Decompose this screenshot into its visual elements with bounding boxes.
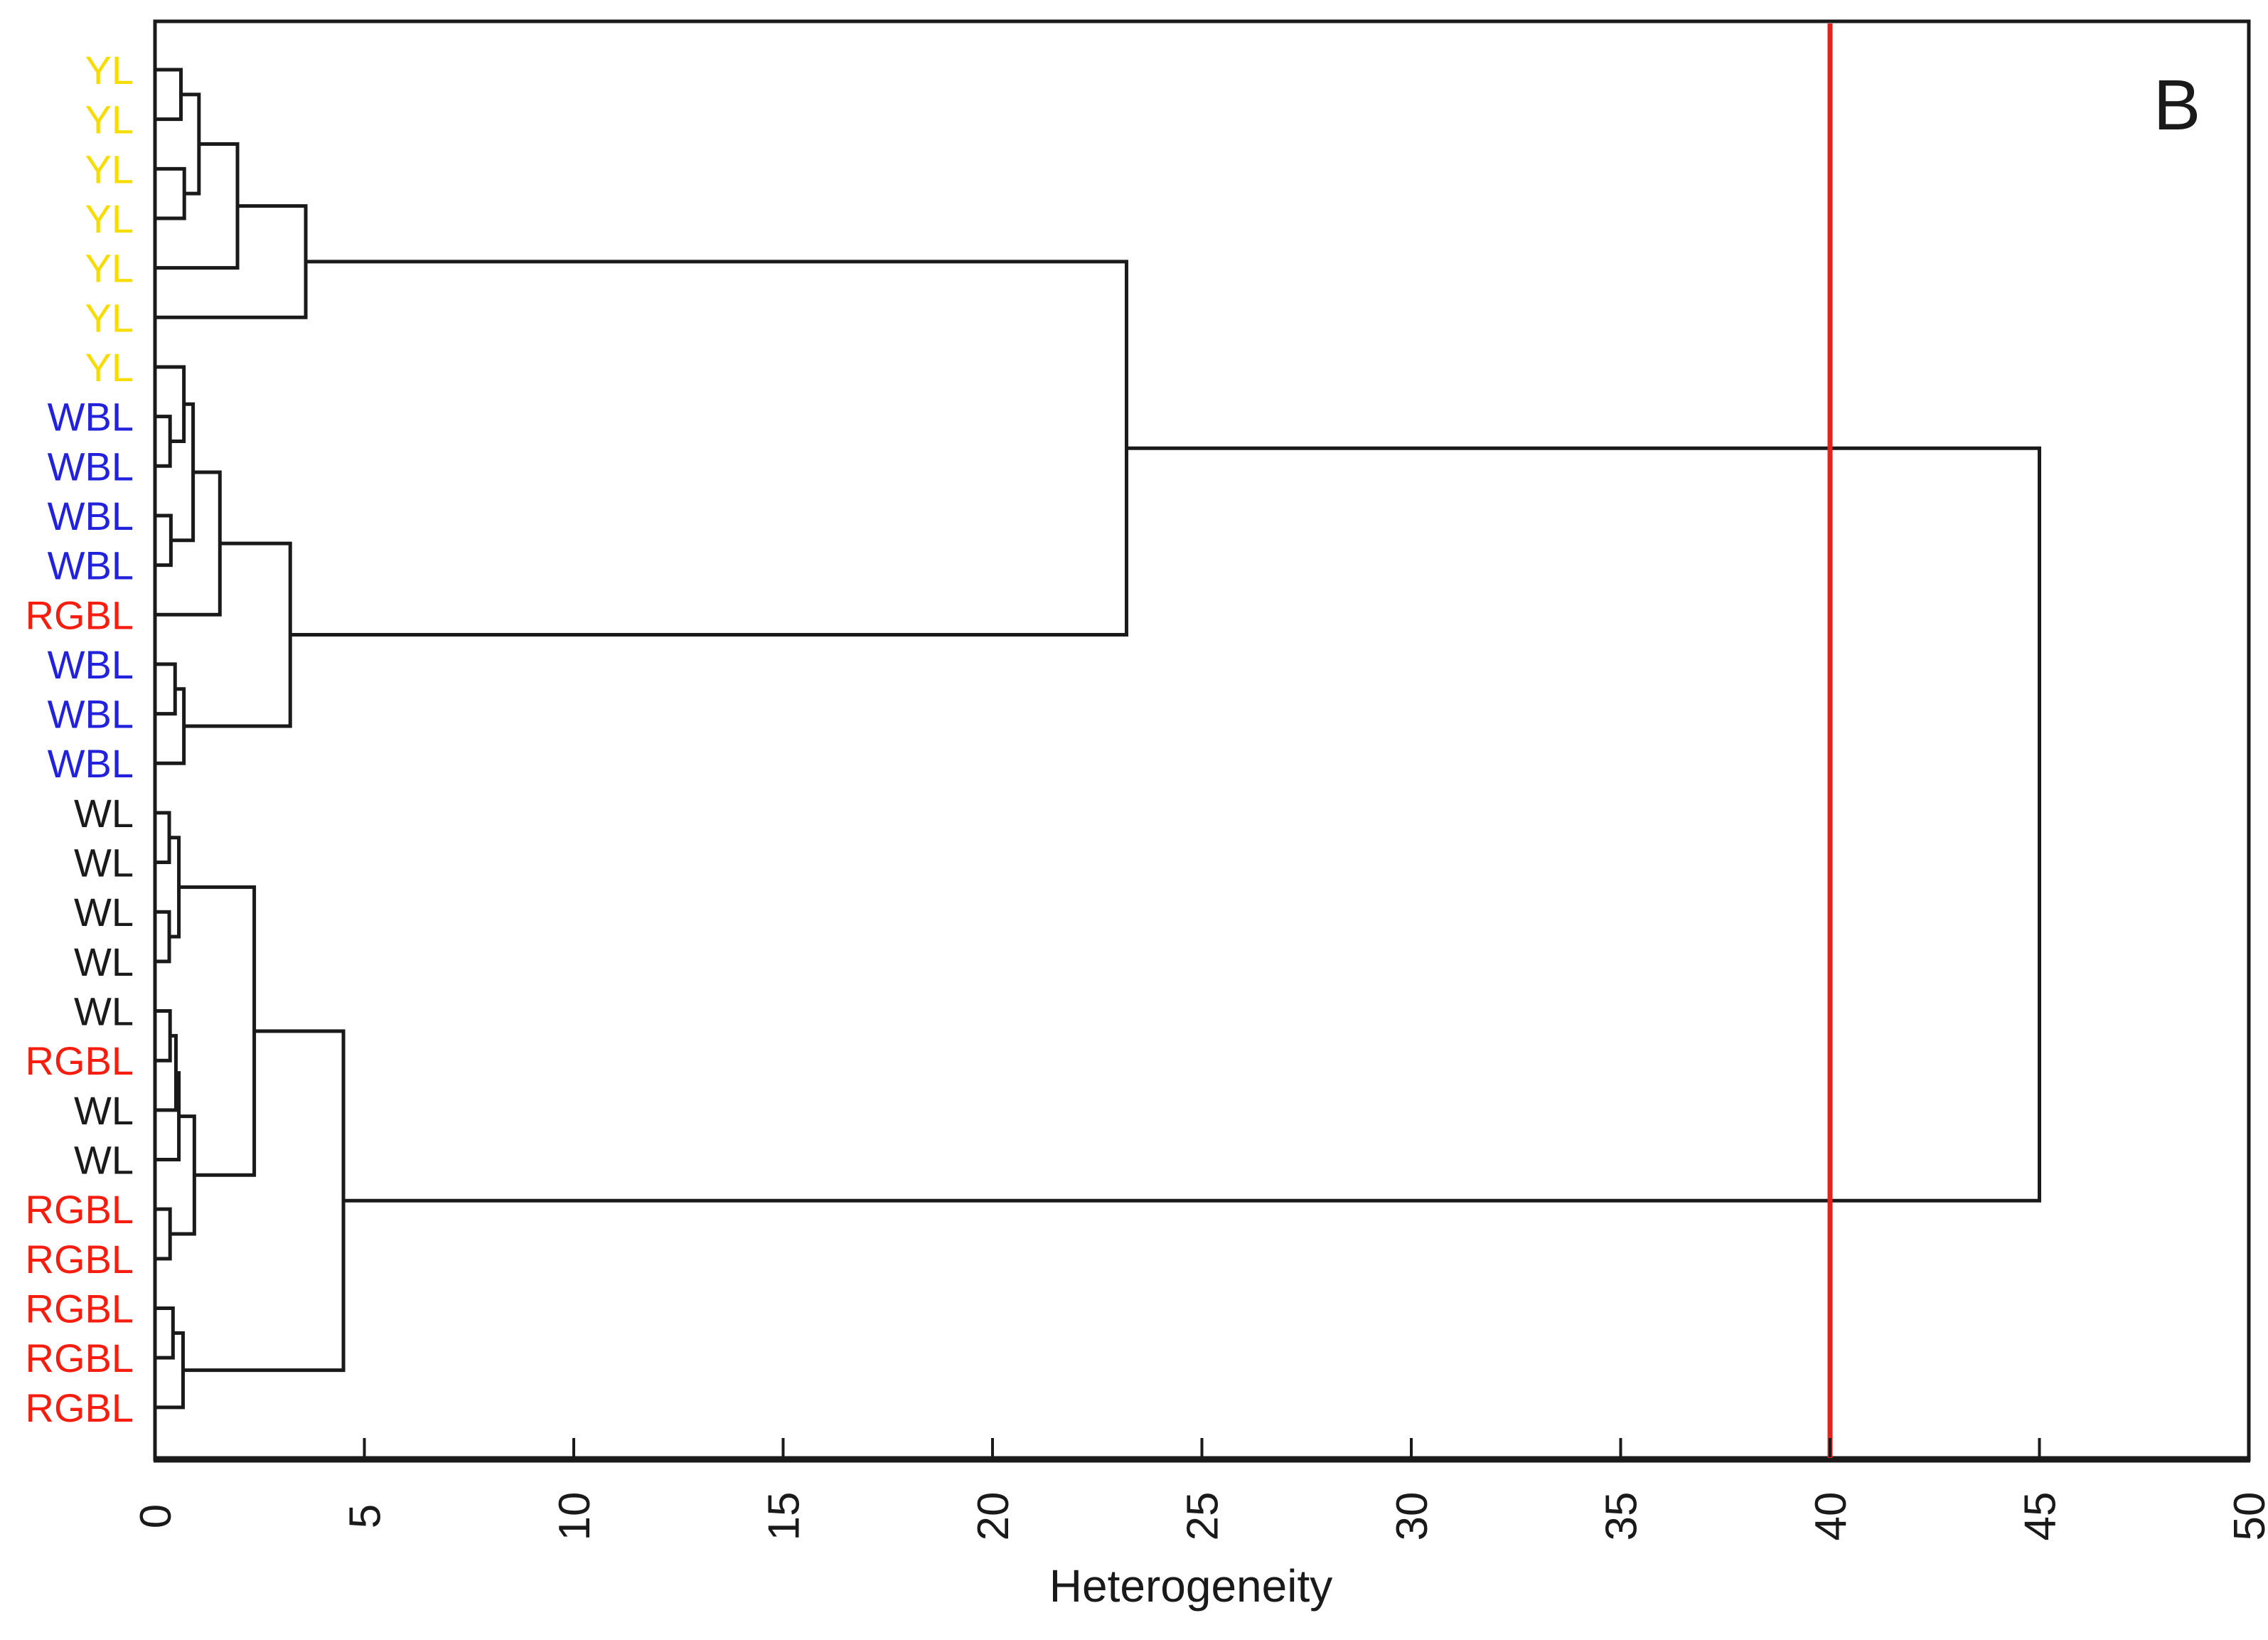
leaf-label: RGBL [26, 1038, 134, 1083]
merge-link [183, 541, 292, 728]
merge-link [178, 885, 257, 1177]
leaf-label: RGBL [26, 1287, 134, 1331]
leaf-label: WBL [48, 741, 134, 786]
merge-link [155, 687, 186, 765]
leaf-label: YL [85, 345, 134, 390]
leaf-label: YL [85, 48, 134, 92]
merge-link [155, 811, 171, 865]
merge-link [155, 470, 222, 617]
dendrogram-links [155, 68, 2041, 1410]
merge-link [155, 68, 183, 122]
leaf-labels-layer: YLYLYLYLYLYLYLWBLWBLWBLWBLRGBLWBLWBLWBLW… [26, 48, 134, 1430]
axis-tick-label: 30 [1388, 1492, 1437, 1541]
leaf-label: WL [74, 791, 134, 836]
leaf-label: WBL [48, 642, 134, 687]
x-axis-title: Heterogeneity [1049, 1560, 1332, 1612]
merge-link [290, 260, 1128, 637]
merge-link [155, 1009, 172, 1063]
merge-link [170, 1114, 196, 1236]
leaf-label: YL [85, 147, 134, 191]
axis-ticks-layer: 0 5 10 15 20 25 30 35 40 45 50 [132, 1438, 2268, 1540]
axis-tick-label: 35 [1598, 1492, 1647, 1541]
axis-tick-label: 25 [1179, 1492, 1228, 1541]
merge-link [343, 446, 2041, 1203]
merge-link [155, 415, 172, 468]
axis-tick-label: 45 [2016, 1492, 2065, 1541]
leaf-label: YL [85, 97, 134, 142]
merge-link [155, 1306, 175, 1360]
leaf-label: WBL [48, 543, 134, 588]
leaf-label: YL [85, 196, 134, 241]
axis-tick-label: 0 [132, 1504, 181, 1528]
leaf-label: RGBL [26, 1187, 134, 1232]
leaf-label: RGBL [26, 1336, 134, 1380]
merge-link [155, 1033, 178, 1112]
axis-tick-label: 5 [341, 1504, 390, 1528]
leaf-label: RGBL [26, 1237, 134, 1282]
axis-tick-label: 20 [969, 1492, 1018, 1541]
leaf-label: WBL [48, 444, 134, 489]
merge-link [155, 513, 173, 568]
leaf-label: WL [74, 890, 134, 935]
merge-link [155, 662, 177, 716]
axis-tick-label: 15 [760, 1492, 809, 1541]
leaf-label: WL [74, 1088, 134, 1133]
axis-tick-label: 40 [1807, 1492, 1856, 1541]
merge-link [155, 204, 308, 319]
merge-link [155, 166, 186, 220]
merge-link [155, 1207, 172, 1261]
leaf-label: WL [74, 939, 134, 984]
leaf-label: RGBL [26, 1385, 134, 1430]
leaf-label: YL [85, 295, 134, 340]
leaf-label: WL [74, 1138, 134, 1183]
leaf-label: RGBL [26, 592, 134, 637]
leaf-label: WBL [48, 395, 134, 440]
panel-label: B [2154, 65, 2201, 145]
leaf-label: YL [85, 246, 134, 291]
merge-link [183, 1029, 346, 1373]
merge-link [155, 910, 171, 964]
merge-link [171, 402, 196, 543]
leaf-label: WBL [48, 692, 134, 737]
plot-frame [153, 19, 2251, 1461]
merge-link [155, 1331, 185, 1410]
merge-link [155, 142, 240, 270]
axis-tick-label: 50 [2225, 1492, 2268, 1541]
plot-frame-layer [153, 19, 2251, 1463]
leaf-label: WL [74, 841, 134, 885]
leaf-label: WBL [48, 494, 134, 538]
leaf-label: WL [74, 989, 134, 1034]
axis-tick-label: 10 [550, 1492, 599, 1541]
